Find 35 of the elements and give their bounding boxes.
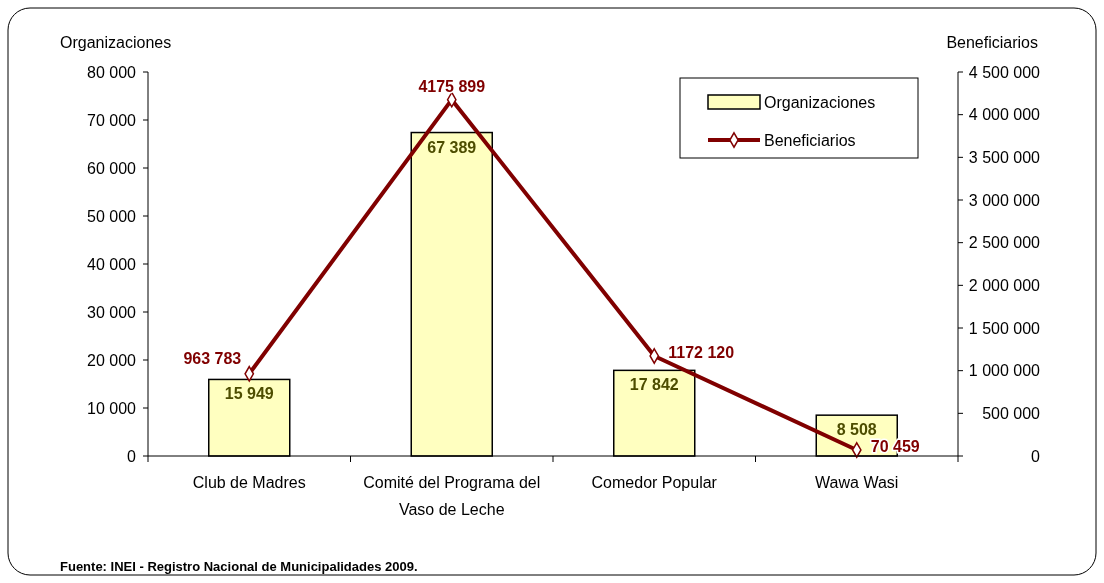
y2-tick-label: 1 500 000 [968,319,1041,337]
y-tick-label: 40 000 [87,255,137,273]
data-label: 963 783 [183,349,242,367]
y-tick-label: 30 000 [87,303,137,321]
y-tick-label: 70 000 [87,111,137,129]
data-label: 17 842 [629,376,679,394]
x-tick-label: Club de Madres [192,474,306,491]
source-note: Fuente: INEI - Registro Nacional de Municipalidades 2009. [60,559,418,574]
y-tick-label: 10 000 [87,399,137,417]
data-label: 8 508 [836,421,877,439]
y2-axis-title: Beneficiarios [946,34,1038,51]
y2-tick-label: 500 000 [982,404,1041,422]
y-tick-label: 80 000 [87,63,137,81]
y2-tick-label: 0 [1031,447,1041,465]
y-tick-label: 50 000 [87,207,137,225]
y2-tick-label: 4 000 000 [968,106,1041,124]
x-tick-label: Comedor Popular [591,474,718,491]
y-tick-label: 20 000 [87,351,137,369]
data-label: 4175 899 [418,77,486,95]
y-tick-label: 60 000 [87,159,137,177]
x-tick-label: Comité del Programa del Vaso de Leche [363,474,541,518]
y2-tick-label: 1 000 000 [968,362,1041,380]
y2-tick-label: 3 500 000 [968,148,1041,166]
x-tick-label: Wawa Wasi [815,474,899,491]
legend-label: Beneficiarios [764,131,856,149]
data-label: 1172 120 [668,343,735,361]
data-label: 15 949 [224,385,274,403]
y2-tick-label: 2 500 000 [968,234,1041,252]
data-label: 67 389 [427,138,477,156]
y-axis-title: Organizaciones [60,34,172,51]
y2-tick-label: 2 000 000 [968,276,1041,294]
legend-label: Organizaciones [764,93,876,111]
y2-tick-label: 4 500 000 [968,63,1041,81]
y-tick-label: 0 [127,447,137,465]
y2-tick-label: 3 000 000 [968,191,1041,209]
